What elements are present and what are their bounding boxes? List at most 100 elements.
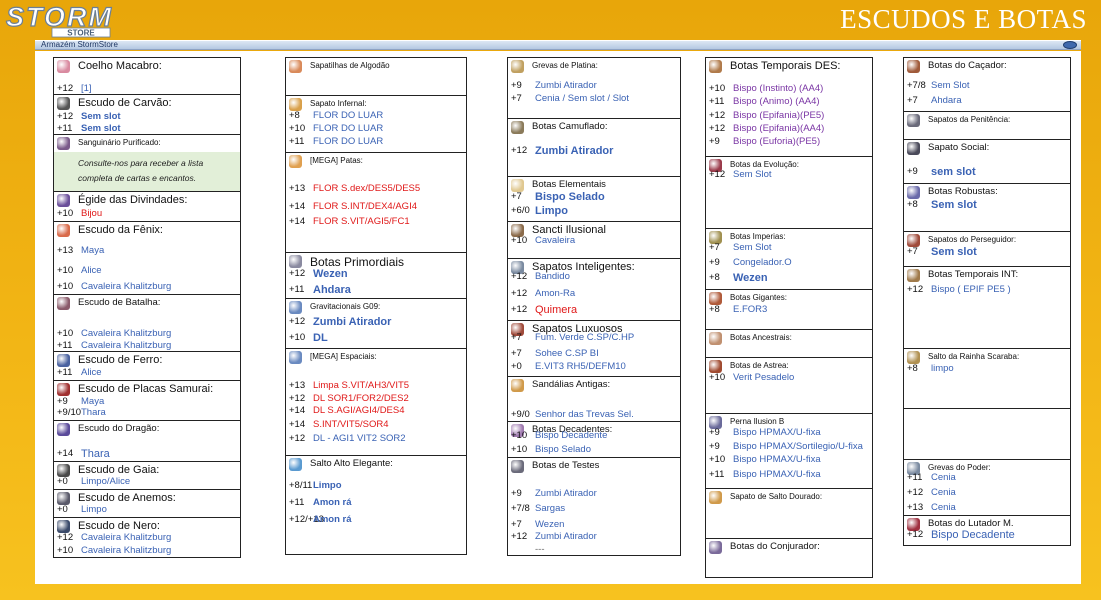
item-cell: Sapatilhas de Algodão (286, 58, 466, 95)
item-cell: Coelho Macabro: +12 [1] (54, 58, 240, 94)
refine-row: +9 Zumbi Atirador (511, 488, 678, 500)
item-cell: Escudo de Batalha: +10 Cavaleira Khalitzbu… (54, 294, 240, 351)
item-cell: Escudo de Placas Samurai: +9 Maya +9/10 Thar… (54, 380, 240, 420)
refine-row: +14 Thara (57, 448, 238, 460)
refine-level: +0 (511, 361, 522, 372)
refine-row: +12 Bispo (Epifania)(AA4) (709, 123, 870, 135)
card-enchant: Sem Slot (931, 80, 970, 91)
refine-row: +12 DL - AGI1 VIT2 SOR2 (289, 433, 464, 445)
refine-level: +8/11 (289, 480, 313, 491)
card-enchant: sem slot (931, 166, 976, 178)
refine-level: +12 (709, 169, 726, 180)
item-icon (57, 464, 70, 477)
refine-level: +7/8 (511, 503, 530, 514)
refine-level: +7/8 (907, 80, 926, 91)
item-icon (709, 60, 722, 73)
refine-level: +10 (709, 454, 726, 465)
refine-level: +12 (511, 288, 528, 299)
refine-row: +0 Limpo/Alice (57, 476, 238, 488)
refine-row: +10 Bispo Selado (511, 444, 678, 456)
item-name: Gravitacionais G09: (310, 302, 381, 311)
card-enchant: limpo (931, 363, 954, 374)
card-enchant: Bispo HPMAX/U-fixa (733, 427, 821, 438)
refine-level: +12 (709, 123, 726, 134)
logo-subtext: STORE (67, 29, 95, 38)
refine-level: +12 (907, 529, 924, 540)
item-cell: Perna Ilusion B +9 Bispo HPMAX/U-fixa +9 Bis… (706, 413, 872, 488)
refine-level: +12 (57, 111, 74, 122)
refine-row: +7 Sem slot (907, 246, 1068, 258)
refine-level: +9 (907, 166, 918, 177)
refine-row: +9 Bispo HPMAX/Sortilegio/U-fixa (709, 441, 870, 453)
item-icon (289, 255, 302, 268)
card-enchant: DL S.AGI/AGI4/DES4 (313, 405, 405, 416)
item-cell: Sapatos da Penitência: (904, 111, 1070, 139)
refine-level: +14 (289, 405, 306, 416)
eye-icon[interactable] (1063, 41, 1077, 49)
refine-level: +12 (57, 532, 74, 543)
card-enchant: Sem Slot (733, 169, 772, 180)
refine-level: +10 (57, 545, 74, 556)
item-icon (289, 351, 302, 364)
refine-level: +12 (511, 304, 528, 315)
item-cell: Grevas de Platina: +9 Zumbi Atirador +7 Ceni… (508, 58, 680, 118)
item-cell (904, 408, 1070, 459)
refine-row: +13 Cenia (907, 502, 1068, 514)
refine-row: +10 Bijou (57, 208, 238, 220)
item-name: Coelho Macabro: (78, 60, 162, 72)
item-sheet: Coelho Macabro: +12 [1] Escudo de Carvão: +1… (35, 51, 1081, 584)
card-enchant: Cavaleira (535, 235, 576, 246)
item-cell: Sapato Infernal: +8 FLOR DO LUAR +10 FLOR DO… (286, 95, 466, 152)
item-icon (289, 98, 302, 111)
item-icon (907, 234, 920, 247)
card-enchant: Bispo (Epifania)(AA4) (733, 123, 825, 134)
card-enchant: Limpo (535, 205, 568, 217)
page-title: ESCUDOS E BOTAS (840, 4, 1087, 34)
refine-level: +9/0 (511, 409, 530, 420)
item-icon (57, 137, 70, 150)
refine-level: +8 (709, 272, 720, 283)
column-3: Grevas de Platina: +9 Zumbi Atirador +7 Ceni… (507, 57, 681, 556)
refine-level: +11 (709, 96, 725, 107)
item-cell: Gravitacionais G09: +12 Zumbi Atirador +10 D… (286, 298, 466, 348)
refine-level: +10 (289, 332, 306, 343)
card-enchant: DL (313, 332, 328, 344)
item-name: Botas de Testes (532, 460, 600, 471)
card-enchant: Bispo Selado (535, 444, 591, 455)
refine-row: +12 Cenia (907, 487, 1068, 499)
card-enchant: Limpo (81, 504, 107, 515)
item-name: Botas do Lutador M. (928, 518, 1014, 529)
item-icon (907, 60, 920, 73)
column-2: Sapatilhas de Algodão Sapato Infernal: +8 F… (285, 57, 467, 555)
card-enchant: FLOR S.VIT/AGI5/FC1 (313, 216, 410, 227)
refine-row: +7 Fum. Verde C.SP/C.HP (511, 332, 678, 344)
item-cell: Botas do Caçador: +7/8 Sem Slot +7 Ahdara (904, 58, 1070, 111)
card-enchant: Zumbi Atirador (535, 488, 597, 499)
item-cell: Sapato Social: +9 sem slot (904, 139, 1070, 183)
item-cell: Escudo do Dragão: +14 Thara (54, 420, 240, 461)
card-enchant: Sem slot (81, 123, 121, 134)
refine-row: +11 Ahdara (289, 284, 464, 296)
item-icon (57, 423, 70, 436)
item-name: Botas Gigantes: (730, 293, 787, 302)
refine-level: +12 (907, 284, 924, 295)
refine-level: +7 (907, 95, 918, 106)
item-name: Sapato de Salto Dourado: (730, 492, 823, 501)
item-name: Grevas do Poder: (928, 463, 991, 472)
item-cell: Botas Camuflado: +12 Zumbi Atirador (508, 118, 680, 176)
item-name: Sancti Ilusional (532, 224, 606, 236)
card-enchant: FLOR S.dex/DES5/DES5 (313, 183, 421, 194)
refine-row: +7 Cenia / Sem slot / Slot (511, 93, 678, 105)
item-name: Botas Ancestrais: (730, 333, 792, 342)
item-name: Escudo da Fênix: (78, 224, 163, 236)
item-icon (57, 383, 70, 396)
refine-row: +9 Bispo (Euforia)(PE5) (709, 136, 870, 148)
refine-level: +9 (709, 441, 720, 452)
refine-row: +11 Bispo (Animo) (AA4) (709, 96, 870, 108)
item-name: Grevas de Platina: (532, 61, 598, 70)
card-enchant: Sohee C.SP BI (535, 348, 599, 359)
item-name: Botas do Caçador: (928, 60, 1007, 71)
card-enchant: Amon-Ra (535, 288, 576, 299)
refine-level: +0 (57, 504, 68, 515)
card-enchant: Zumbi Atirador (313, 316, 392, 328)
